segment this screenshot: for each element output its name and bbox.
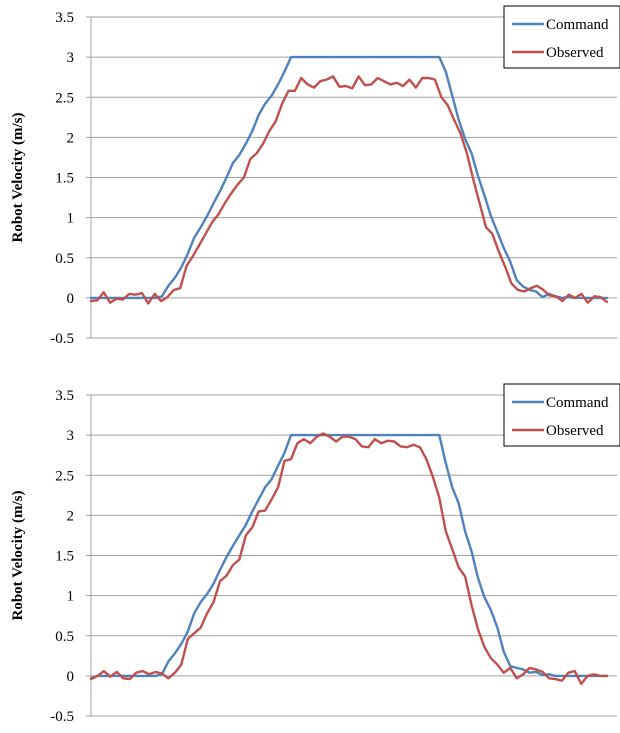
y-tick-label: -0.5 [50, 709, 74, 725]
series-line-command [89, 55, 609, 300]
legend-box [503, 5, 620, 69]
y-tick-label: 0 [67, 291, 75, 307]
series-line-observed [89, 432, 609, 686]
legend-label-observed: Observed [546, 423, 604, 439]
y-tick-label: 0 [67, 669, 75, 685]
y-tick-label: 1 [67, 589, 75, 605]
y-tick-label: 2 [67, 130, 75, 146]
y-axis-title: Robot Velocity (m/s) [10, 491, 26, 621]
legend: Command Observed [503, 383, 620, 447]
series-line-observed [89, 75, 609, 305]
y-tick-label: 1.5 [55, 549, 74, 565]
legend-label-command: Command [546, 395, 609, 411]
legend: Command Observed [503, 5, 620, 69]
y-tick-label: 0.5 [55, 629, 74, 645]
series-line-command [89, 433, 609, 680]
legend-label-observed: Observed [546, 45, 604, 61]
y-tick-label: 1.5 [55, 171, 74, 187]
y-tick-label: 3.5 [55, 10, 74, 26]
y-tick-label: 0.5 [55, 251, 74, 267]
y-tick-label: 2.5 [55, 468, 74, 484]
y-tick-label: 3 [67, 428, 75, 444]
legend-box [503, 383, 620, 447]
y-tick-label: 2 [67, 508, 75, 524]
legend-label-command: Command [546, 17, 609, 33]
y-tick-label: 1 [67, 211, 75, 227]
y-tick-label: -0.5 [50, 331, 74, 347]
y-tick-label: 3 [67, 50, 75, 66]
chart-panel-1: 3.5 3 2.5 2 1.5 1 0.5 0 -0.5 Robot Velocity (m/s)… [10, 5, 620, 347]
y-axis-title: Robot Velocity (m/s) [10, 113, 26, 243]
y-tick-label: 2.5 [55, 90, 74, 106]
y-tick-label: 3.5 [55, 388, 74, 404]
chart-panel-2: 3.5 3 2.5 2 1.5 1 0.5 0 -0.5 Robot Velocity (m/s)… [10, 383, 620, 725]
